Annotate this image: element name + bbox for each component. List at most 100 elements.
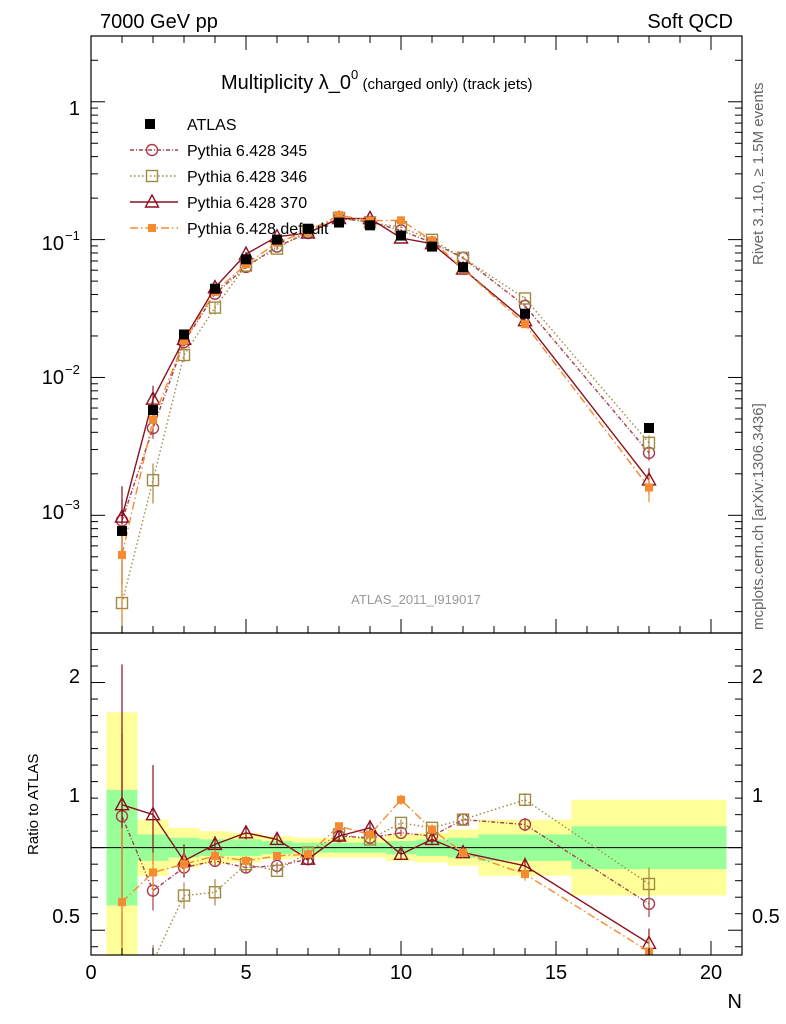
atlas-point-8 (365, 220, 375, 231)
atlas-point-11 (458, 262, 468, 273)
legend-marker-1 (145, 143, 159, 157)
y-tick-label-0.01: 10 −2 (42, 362, 80, 389)
series-1-main-point-13 (642, 436, 656, 450)
series-1-ratio-point-12 (518, 793, 532, 806)
series-0-main-line (121, 217, 650, 521)
series-3-main-point-9 (397, 216, 405, 225)
y-tick-label-1: 1 (69, 98, 80, 120)
series-3-ratio-point-3 (211, 851, 219, 860)
y-tick-label-0.001: 10 −3 (42, 497, 80, 524)
series-1-main-point-1 (146, 473, 160, 487)
atlas-point-13 (644, 422, 654, 433)
atlas-point-7 (334, 217, 344, 228)
x-tick-labels: 0 5 10 15 20 (85, 962, 722, 984)
svg-text:10: 10 (42, 367, 64, 389)
series-3-ratio-point-11 (459, 848, 467, 857)
svg-text:−2: −2 (65, 362, 80, 377)
series-3-ratio-point-4 (242, 856, 250, 865)
x-tick-0: 0 (85, 962, 96, 984)
series-3-ratio-point-9 (397, 795, 405, 804)
ratio-y-tick-labels: 2 1 0.5 2 1 0.5 (52, 666, 780, 928)
series-2-ratio-point-0 (114, 796, 130, 811)
series-3-ratio-point-1 (149, 868, 157, 877)
legend-label-3: Pythia 6.428 370 (187, 195, 307, 212)
series-3-ratio-point-5 (273, 851, 281, 860)
series-2-ratio-point-5 (269, 830, 285, 846)
ratio-tick-1-right: 1 (752, 785, 763, 807)
series-1-ratio-point-3 (208, 886, 222, 899)
series-3-ratio-point-10 (428, 825, 436, 834)
series-2-ratio-point-9 (393, 845, 409, 860)
series-3-ratio-point-2 (180, 860, 188, 869)
series-1-ratio-point-11 (456, 813, 470, 826)
series-1-ratio-point-1 (148, 956, 159, 967)
svg-text:10: 10 (42, 502, 64, 524)
series-2-ratio-point-4 (238, 824, 254, 839)
main-y-tick-labels: 1 10 −1 10 −2 10 −3 (42, 98, 80, 524)
ratio-tick-0.5-left: 0.5 (52, 906, 80, 928)
legend-label-0: ATLAS (187, 117, 237, 134)
series-0-ratio-point-12 (518, 818, 532, 831)
series-3-ratio-point-7 (335, 822, 343, 831)
series-3-main-point-1 (149, 415, 157, 424)
series-3-main-point-12 (521, 320, 529, 329)
atlas-point-5 (272, 234, 282, 245)
series-3-ratio-point-12 (521, 870, 529, 879)
side-text-top: Rivet 3.1.10, ≥ 1.5M events (750, 83, 767, 266)
atlas-point-2 (179, 329, 189, 340)
series-3-ratio-point-6 (304, 850, 312, 859)
title-small: (charged only) (track jets) (358, 76, 532, 93)
header-right: Soft QCD (647, 11, 733, 33)
series-2-ratio-point-10 (424, 830, 440, 846)
series-1-ratio-point-5 (270, 864, 284, 877)
series-3-ratio-point-0 (118, 898, 126, 907)
ratio-tick-2-left: 2 (69, 666, 80, 688)
series-3-main-point-13 (645, 483, 653, 492)
x-tick-20: 20 (700, 962, 722, 984)
legend-label-2: Pythia 6.428 346 (187, 169, 307, 186)
series-3-ratio-line (121, 798, 650, 953)
atlas-point-3 (210, 283, 220, 294)
series-1-main-point-3 (208, 301, 222, 314)
series-3-main-point-2 (180, 336, 188, 345)
title-main: Multiplicity λ_0 (221, 72, 351, 94)
series-3-main-point-10 (428, 236, 436, 245)
atlas-point-12 (520, 308, 530, 319)
header-left: 7000 GeV pp (100, 11, 218, 33)
series-1-ratio-point-9 (394, 816, 408, 830)
analysis-label: ATLAS_2011_I919017 (351, 592, 481, 607)
series-2-ratio-line (121, 804, 650, 945)
series-2-main-line (121, 217, 650, 518)
legend: ATLAS Pythia 6.428 345 Pythia 6.428 346 Pyt… (130, 117, 329, 238)
ratio-tick-2-right: 2 (752, 666, 763, 688)
series-2-main-point-1 (145, 390, 161, 405)
series-0-ratio-point-9 (394, 826, 408, 840)
atlas-point-0 (117, 525, 127, 536)
ratio-tick-1-left: 1 (69, 785, 80, 807)
svg-text:−1: −1 (65, 228, 80, 243)
svg-text:−3: −3 (65, 497, 80, 512)
series-1-ratio-point-2 (177, 889, 191, 902)
ratio-panel-series (114, 664, 657, 967)
series-3-main-line (121, 214, 650, 556)
atlas-point-10 (427, 241, 437, 252)
ratio-y-axis-label: Ratio to ATLAS (25, 754, 42, 855)
main-panel-series (114, 210, 657, 633)
svg-text:10: 10 (42, 233, 64, 255)
series-1-main-point-12 (518, 292, 532, 305)
axis-ticks (90, 35, 743, 955)
atlas-point-9 (396, 230, 406, 241)
x-tick-15: 15 (545, 962, 567, 984)
legend-marker-4 (148, 224, 156, 232)
legend-label-4: Pythia 6.428 default (187, 221, 329, 238)
ratio-tick-0.5-right: 0.5 (752, 906, 780, 928)
x-tick-10: 10 (390, 962, 412, 984)
series-1-ratio-point-13 (642, 877, 656, 891)
y-tick-label-0.1: 10 −1 (42, 228, 80, 255)
plot-title: Multiplicity λ_00 (charged only) (track … (221, 67, 533, 94)
svg-text:Multiplicity λ_00 (charged onl: Multiplicity λ_00 (charged only) (track … (221, 67, 533, 94)
legend-marker-atlas (145, 119, 155, 129)
legend-marker-3 (144, 193, 160, 208)
series-3-main-point-0 (118, 550, 126, 559)
